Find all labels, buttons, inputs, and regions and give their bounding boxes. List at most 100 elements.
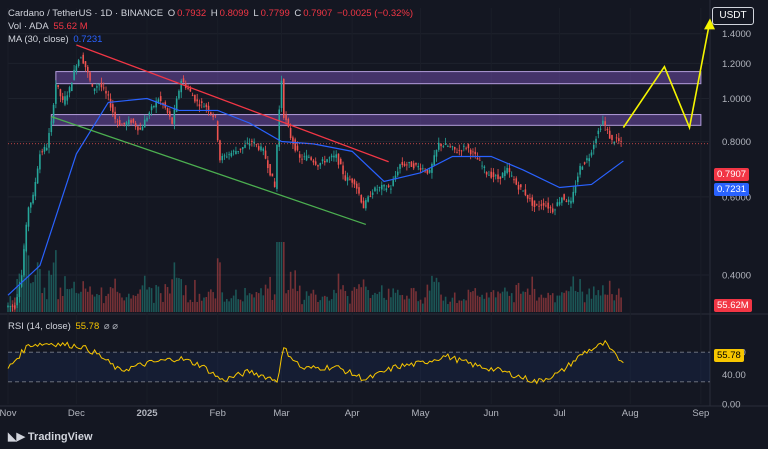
volume-bar: [257, 293, 260, 312]
volume-bar: [554, 302, 556, 312]
volume-bar: [326, 296, 328, 312]
volume-bar: [390, 297, 392, 312]
volume-bar: [456, 303, 458, 312]
tradingview-brand[interactable]: ◣▶ TradingView: [8, 430, 93, 443]
candle-body: [346, 177, 349, 181]
volume-bar: [533, 288, 536, 312]
candle-body: [567, 199, 570, 202]
volume-bar: [93, 296, 96, 312]
volume-bar: [588, 288, 590, 312]
candle-body: [182, 78, 185, 83]
candle-body: [36, 168, 39, 184]
rsi-label: RSI (14, close): [8, 321, 71, 332]
candle-body: [9, 306, 12, 308]
candle-body: [123, 122, 126, 125]
candle-body: [406, 164, 408, 166]
candle-body: [328, 157, 331, 159]
candle-body: [29, 202, 32, 208]
volume-bar: [577, 292, 579, 312]
candle-body: [84, 61, 87, 68]
projection-path: [622, 20, 711, 131]
legend-volume-row[interactable]: Vol · ADA 55.62 M: [8, 21, 90, 33]
candle-body: [556, 202, 559, 207]
candle-body: [608, 130, 611, 139]
candle-body: [431, 163, 433, 173]
candle-body: [333, 155, 335, 158]
candle-body: [102, 87, 105, 89]
volume-bar: [574, 290, 577, 312]
volume-bar: [139, 289, 141, 312]
volume-bar: [196, 301, 198, 312]
rsi-value: 55.78: [75, 321, 100, 332]
candle-body: [121, 124, 123, 126]
candle-body: [221, 155, 224, 161]
volume-bar: [504, 287, 506, 312]
volume-bar: [365, 286, 367, 312]
candle-body: [453, 146, 456, 150]
candle-body: [253, 141, 255, 144]
candle-body: [98, 84, 100, 86]
rsi-band: [8, 352, 710, 382]
volume-bar: [531, 276, 534, 312]
candle-body: [474, 151, 477, 155]
volume-bar: [362, 279, 365, 312]
volume-bar: [497, 291, 499, 312]
candle-body: [223, 155, 226, 157]
volume-bar: [572, 276, 575, 312]
candle-body: [376, 189, 379, 191]
candle-body: [205, 104, 208, 108]
symbol-name[interactable]: Cardano / TetherUS · 1D · BINANCE: [8, 8, 164, 19]
volume-bar: [105, 295, 107, 312]
candle-body: [194, 94, 196, 102]
volume-bar: [314, 294, 317, 312]
volume-bar: [89, 286, 91, 312]
candle-body: [198, 104, 201, 107]
volume-bar: [235, 289, 237, 312]
candle-body: [134, 123, 137, 127]
candle-body: [485, 172, 488, 175]
candle-body: [7, 305, 9, 307]
time-tick-label: Dec: [68, 408, 85, 419]
legend-ma-row[interactable]: MA (30, close) 0.7231: [8, 34, 104, 46]
candle-body: [32, 194, 34, 204]
volume-bar: [121, 297, 123, 312]
candle-body: [488, 174, 490, 176]
candle-body: [515, 178, 518, 185]
volume-bar: [467, 289, 470, 312]
candle-body: [196, 99, 198, 102]
candle-body: [171, 117, 173, 124]
candle-body: [549, 207, 552, 209]
volume-bar: [469, 292, 472, 312]
volume-bar: [535, 300, 538, 312]
candle-body: [435, 149, 438, 157]
candle-body: [586, 158, 588, 161]
volume-bar: [14, 297, 16, 312]
candle-body: [137, 126, 139, 131]
candle-body: [232, 150, 235, 152]
legend-rsi-row[interactable]: RSI (14, close) 55.78 ⌀ ⌀: [8, 321, 120, 333]
volume-bar: [107, 293, 110, 312]
price-tick-label: 0.6000: [722, 192, 751, 203]
candle-body: [417, 165, 420, 168]
candle-body: [269, 164, 271, 176]
candle-body: [251, 140, 253, 142]
volume-bar: [611, 294, 613, 312]
volume-bar: [16, 278, 18, 312]
volume-bar: [344, 290, 347, 312]
time-tick-label: Jul: [553, 408, 565, 419]
candle-body: [392, 180, 394, 186]
candle-body: [301, 158, 303, 160]
projection-arrowhead: [704, 18, 715, 30]
resistance-trendline: [76, 44, 389, 163]
candle-body: [337, 153, 340, 165]
time-tick-label: Sep: [692, 408, 709, 419]
candle-body: [506, 167, 508, 173]
volume-bar: [506, 291, 508, 312]
volume-bar: [132, 295, 135, 312]
volume-bar: [64, 276, 66, 312]
currency-button[interactable]: USDT: [712, 7, 754, 25]
candle-body: [467, 144, 470, 149]
volume-bar: [449, 301, 451, 312]
volume-bar: [171, 279, 173, 312]
